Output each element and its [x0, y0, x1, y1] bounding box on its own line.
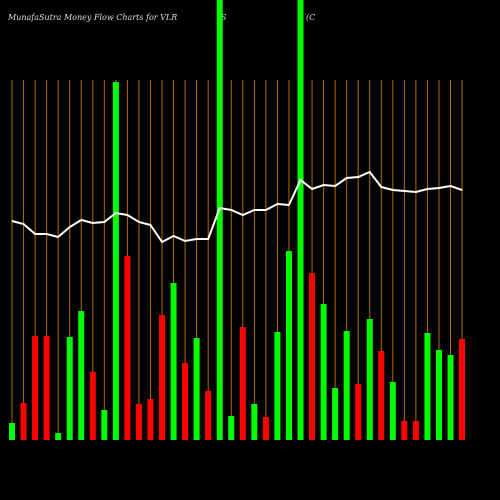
bar [147, 399, 154, 440]
bar [43, 336, 50, 440]
bar [20, 403, 27, 440]
bar [459, 339, 466, 440]
bar [9, 423, 15, 440]
bar [378, 351, 385, 440]
note: S [221, 13, 227, 22]
bar [135, 404, 142, 440]
bar [66, 337, 73, 440]
bar [251, 404, 258, 440]
bar [228, 416, 235, 440]
bar [332, 388, 339, 440]
bar [343, 331, 350, 440]
bar [112, 82, 119, 440]
bar [55, 433, 62, 440]
bar [239, 327, 246, 440]
bar [274, 332, 281, 440]
bar [389, 382, 396, 440]
lines [11, 170, 463, 244]
bar [424, 333, 431, 440]
note: (C [306, 13, 315, 22]
bar [89, 372, 96, 440]
bar [193, 338, 200, 440]
bar [78, 311, 85, 440]
bar [216, 0, 223, 440]
bar [285, 251, 292, 440]
bar [297, 0, 304, 440]
bar [182, 363, 189, 440]
bar [412, 421, 419, 440]
bar [435, 350, 442, 440]
bar [205, 391, 212, 440]
bar [32, 336, 39, 440]
bar [320, 304, 327, 440]
bar [309, 273, 316, 440]
bar [262, 417, 269, 440]
bar [355, 384, 362, 440]
chart-title: MunafaSutra Money Flow Charts for VLR [7, 13, 177, 22]
bar [101, 410, 108, 440]
bar [366, 319, 373, 440]
bar [170, 283, 177, 440]
bar [124, 256, 131, 440]
bar [447, 355, 454, 440]
bar [401, 421, 408, 440]
money-flow-line [11, 170, 463, 244]
bars [9, 0, 466, 440]
bar [159, 315, 166, 440]
